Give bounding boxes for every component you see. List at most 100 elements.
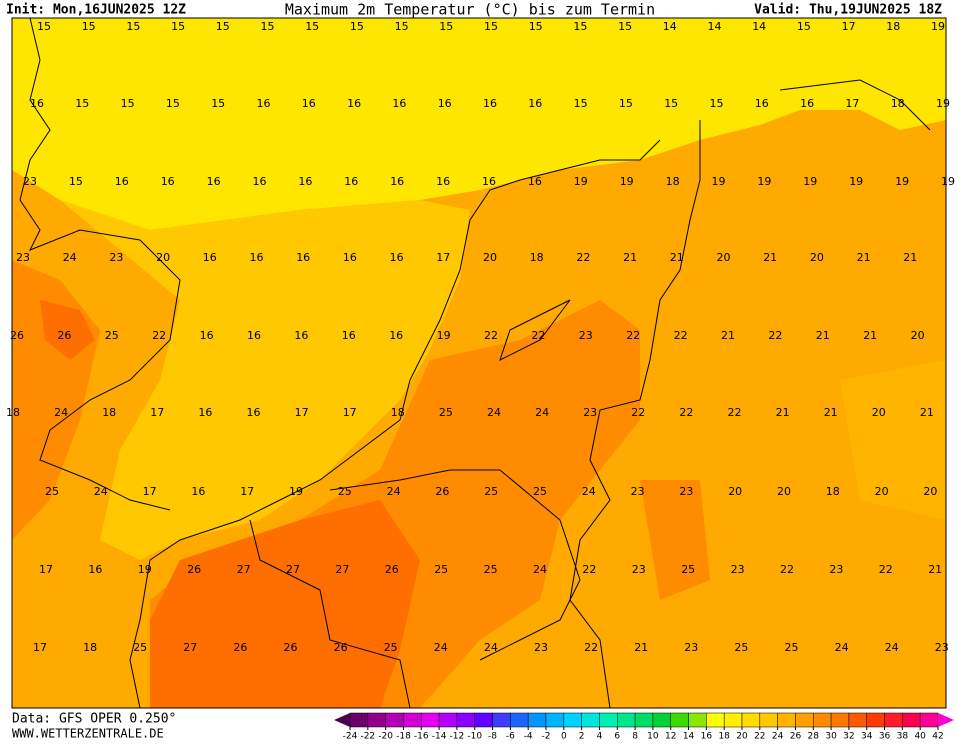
temperature-label: 27 <box>335 563 349 576</box>
temperature-label: 19 <box>931 20 945 33</box>
temperature-label: 24 <box>535 406 549 419</box>
colorbar-tick-label: 10 <box>647 732 659 742</box>
temperature-label: 27 <box>286 563 300 576</box>
temperature-label: 16 <box>198 406 212 419</box>
colorbar-tick-label: -10 <box>467 732 482 742</box>
temperature-label: 21 <box>816 329 830 342</box>
temperature-label: 21 <box>763 251 777 264</box>
temperature-label: 16 <box>247 329 261 342</box>
colorbar-box <box>421 712 440 728</box>
colorbar-box <box>830 712 850 728</box>
temperature-label: 24 <box>94 485 108 498</box>
temperature-label: 24 <box>885 641 899 654</box>
temperature-label: 15 <box>126 20 140 33</box>
temperature-label: 16 <box>528 175 542 188</box>
temperature-label: 16 <box>253 175 267 188</box>
temperature-label: 16 <box>30 97 44 110</box>
temperature-label: 23 <box>829 563 843 576</box>
temperature-label: 16 <box>344 175 358 188</box>
colorbar-tick-label: 12 <box>665 732 676 742</box>
temperature-label: 16 <box>191 485 205 498</box>
colorbar-tick-label: -24 <box>343 732 358 742</box>
temperature-label: 23 <box>583 406 597 419</box>
temperature-label: 22 <box>674 329 688 342</box>
temperature-label: 16 <box>250 251 264 264</box>
temperature-label: 22 <box>679 406 693 419</box>
temperature-label: 20 <box>810 251 824 264</box>
colorbar-box <box>759 712 778 728</box>
temperature-label: 25 <box>484 485 498 498</box>
temperature-label: 23 <box>23 175 37 188</box>
temperature-label: 16 <box>390 175 404 188</box>
temperature-label: 26 <box>233 641 247 654</box>
colorbar-box <box>510 712 529 728</box>
colorbar-tick-label: -18 <box>396 732 411 742</box>
temperature-label: 27 <box>237 563 251 576</box>
temperature-label: 22 <box>626 329 640 342</box>
colorbar-tick-label: 30 <box>825 732 837 742</box>
temperature-label: 26 <box>187 563 201 576</box>
temperature-label: 17 <box>143 485 157 498</box>
colorbar-tick-label: 0 <box>561 732 567 742</box>
colorbar-box <box>795 712 814 728</box>
temperature-label: 19 <box>138 563 152 576</box>
temperature-label: 20 <box>777 485 791 498</box>
temperature-label: 17 <box>240 485 254 498</box>
temperature-label: 17 <box>436 251 450 264</box>
temperature-label: 24 <box>533 563 547 576</box>
colorbar-tick-label: 38 <box>897 732 909 742</box>
mild-area-east <box>840 360 946 520</box>
temperature-label: 16 <box>800 97 814 110</box>
temperature-label: 21 <box>721 329 735 342</box>
temperature-label: 23 <box>631 485 645 498</box>
colorbar-tick-label: -4 <box>524 732 533 742</box>
temperature-label: 15 <box>574 97 588 110</box>
temperature-label: 21 <box>634 641 648 654</box>
temperature-label: 20 <box>872 406 886 419</box>
temperature-label: 26 <box>10 329 24 342</box>
temperature-label: 16 <box>296 251 310 264</box>
temperature-label: 15 <box>171 20 185 33</box>
colorbar-tick-label: -22 <box>360 732 375 742</box>
colorbar-tick-label: 26 <box>790 732 802 742</box>
colorbar-box <box>367 712 386 728</box>
temperature-label: 16 <box>200 329 214 342</box>
temperature-label: 16 <box>247 406 261 419</box>
temperature-label: 23 <box>731 563 745 576</box>
temperature-label: 19 <box>936 97 950 110</box>
temperature-label: 24 <box>54 406 68 419</box>
colorbar-tick-label: 2 <box>579 732 585 742</box>
temperature-label: 22 <box>780 563 794 576</box>
temperature-label: 15 <box>305 20 319 33</box>
colorbar-box <box>652 712 671 728</box>
temperature-label: 23 <box>935 641 949 654</box>
colorbar-tick-label: -12 <box>450 732 465 742</box>
colorbar-tick-label: -2 <box>542 732 551 742</box>
temperature-label: 23 <box>684 641 698 654</box>
sea-area <box>60 200 470 560</box>
colorbar-box <box>670 712 689 728</box>
temperature-label: 16 <box>392 97 406 110</box>
temperature-label: 25 <box>133 641 147 654</box>
valid-label: Valid: Thu,19JUN2025 18Z <box>754 3 942 18</box>
colorbar-box <box>848 712 867 728</box>
colorbar-tick-label: 36 <box>879 732 891 742</box>
temperature-label: 16 <box>294 329 308 342</box>
temperature-label: 15 <box>664 97 678 110</box>
colorbar-box <box>617 712 636 728</box>
temperature-label: 16 <box>438 97 452 110</box>
temperature-label: 18 <box>83 641 97 654</box>
temperature-label: 25 <box>384 641 398 654</box>
colorbar-tick-label: 18 <box>718 732 730 742</box>
temperature-label: 15 <box>69 175 83 188</box>
temperature-label: 18 <box>886 20 900 33</box>
map-frame <box>11 17 947 709</box>
colorbar-tick-label: -14 <box>432 732 447 742</box>
temperature-label: 24 <box>434 641 448 654</box>
temperature-label: 24 <box>835 641 849 654</box>
temperature-label: 16 <box>302 97 316 110</box>
colorbar-box <box>403 712 422 728</box>
colorbar-box <box>599 712 618 728</box>
temperature-label: 16 <box>436 175 450 188</box>
temperature-label: 25 <box>734 641 748 654</box>
